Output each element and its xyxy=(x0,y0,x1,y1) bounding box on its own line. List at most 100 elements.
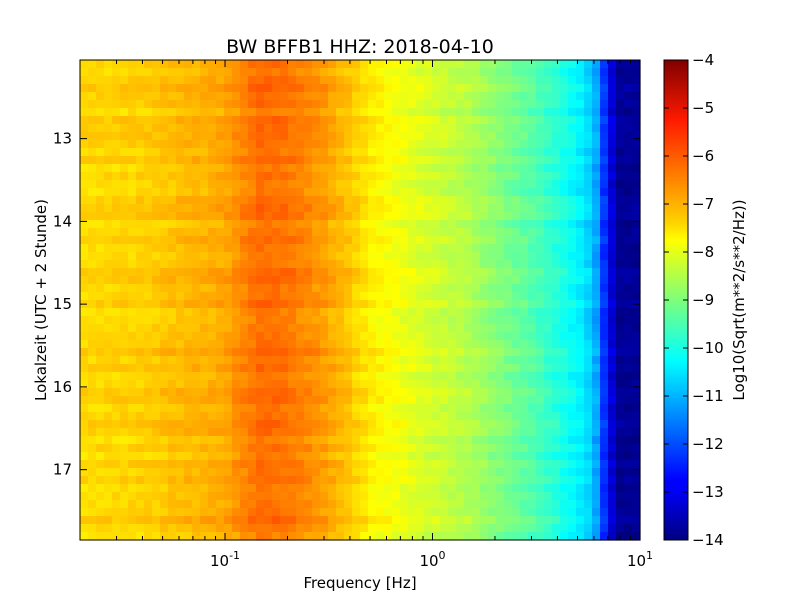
heatmap-cell xyxy=(568,196,577,205)
heatmap-cell xyxy=(88,116,97,125)
heatmap-cell xyxy=(352,404,361,413)
heatmap-cell xyxy=(104,68,113,77)
heatmap-cell xyxy=(472,316,481,325)
heatmap-cell xyxy=(176,60,185,69)
heatmap-cell xyxy=(448,452,457,461)
heatmap-cell xyxy=(480,412,489,421)
heatmap-cell xyxy=(96,388,105,397)
heatmap-cell xyxy=(336,348,345,357)
heatmap-cell xyxy=(392,420,401,429)
heatmap-cell xyxy=(440,532,449,541)
heatmap-cell xyxy=(432,380,441,389)
heatmap-cell xyxy=(616,108,625,117)
heatmap-cell xyxy=(200,452,209,461)
heatmap-cell xyxy=(496,148,505,157)
heatmap-cell xyxy=(224,300,233,309)
heatmap-cell xyxy=(296,68,305,77)
heatmap-cell xyxy=(144,364,153,373)
heatmap-cell xyxy=(272,484,281,493)
heatmap-cell xyxy=(352,524,361,533)
heatmap-cell xyxy=(88,364,97,373)
heatmap-cell xyxy=(632,340,641,349)
heatmap-cell xyxy=(208,348,217,357)
heatmap-cell xyxy=(424,92,433,101)
heatmap-cell xyxy=(424,372,433,381)
heatmap-cell xyxy=(512,68,521,77)
heatmap-cell xyxy=(552,148,561,157)
heatmap-cell xyxy=(576,220,585,229)
heatmap-cell xyxy=(592,340,601,349)
heatmap-cell xyxy=(344,124,353,133)
heatmap-cell xyxy=(376,476,385,485)
heatmap-cell xyxy=(256,156,265,165)
heatmap-cell xyxy=(104,220,113,229)
heatmap-cell xyxy=(576,284,585,293)
heatmap-cell xyxy=(504,292,513,301)
heatmap-cell xyxy=(136,180,145,189)
heatmap-cell xyxy=(120,468,129,477)
heatmap-cell xyxy=(200,204,209,213)
heatmap-cell xyxy=(552,532,561,541)
heatmap-cell xyxy=(312,460,321,469)
heatmap-cell xyxy=(544,340,553,349)
heatmap-cell xyxy=(576,436,585,445)
heatmap-cell xyxy=(120,196,129,205)
heatmap-cell xyxy=(88,124,97,133)
heatmap-cell xyxy=(296,100,305,109)
heatmap-cell xyxy=(568,428,577,437)
heatmap-cell xyxy=(184,404,193,413)
heatmap-cell xyxy=(344,484,353,493)
heatmap-cell xyxy=(576,140,585,149)
heatmap-cell xyxy=(376,284,385,293)
heatmap-cell xyxy=(544,100,553,109)
heatmap-cell xyxy=(416,372,425,381)
heatmap-cell xyxy=(624,428,633,437)
heatmap-cell xyxy=(208,436,217,445)
heatmap-cell xyxy=(272,404,281,413)
heatmap-cell xyxy=(96,524,105,533)
heatmap-cell xyxy=(632,292,641,301)
heatmap-cell xyxy=(504,340,513,349)
heatmap-cell xyxy=(96,300,105,309)
heatmap-cell xyxy=(520,244,529,253)
heatmap-cell xyxy=(616,476,625,485)
heatmap-cell xyxy=(432,244,441,253)
heatmap-cell xyxy=(496,284,505,293)
heatmap-cell xyxy=(192,524,201,533)
heatmap-cell xyxy=(368,204,377,213)
heatmap-cell xyxy=(448,260,457,269)
heatmap-cell xyxy=(424,308,433,317)
heatmap-cell xyxy=(144,532,153,541)
heatmap-cell xyxy=(512,156,521,165)
heatmap-cell xyxy=(496,76,505,85)
heatmap-cell xyxy=(496,436,505,445)
heatmap-cell xyxy=(488,396,497,405)
heatmap-cell xyxy=(576,332,585,341)
heatmap-cell xyxy=(464,116,473,125)
heatmap-cell xyxy=(624,452,633,461)
heatmap-cell xyxy=(400,164,409,173)
heatmap-cell xyxy=(136,132,145,141)
heatmap-cell xyxy=(560,492,569,501)
heatmap-cell xyxy=(632,180,641,189)
heatmap-cell xyxy=(176,468,185,477)
heatmap-cell xyxy=(616,84,625,93)
heatmap-cell xyxy=(168,60,177,69)
heatmap-cell xyxy=(544,212,553,221)
heatmap-cell xyxy=(320,404,329,413)
heatmap-cell xyxy=(512,188,521,197)
heatmap-cell xyxy=(392,452,401,461)
heatmap-cell xyxy=(576,228,585,237)
heatmap-cell xyxy=(440,380,449,389)
heatmap-cell xyxy=(552,380,561,389)
heatmap-cell xyxy=(592,444,601,453)
heatmap-cell xyxy=(160,404,169,413)
heatmap-cell xyxy=(440,420,449,429)
heatmap-cell xyxy=(408,252,417,261)
heatmap-cell xyxy=(488,428,497,437)
heatmap-cell xyxy=(80,516,89,525)
heatmap-cell xyxy=(544,292,553,301)
heatmap-cell xyxy=(416,508,425,517)
colorbar-tick-label: −4 xyxy=(692,51,714,69)
heatmap-cell xyxy=(560,196,569,205)
